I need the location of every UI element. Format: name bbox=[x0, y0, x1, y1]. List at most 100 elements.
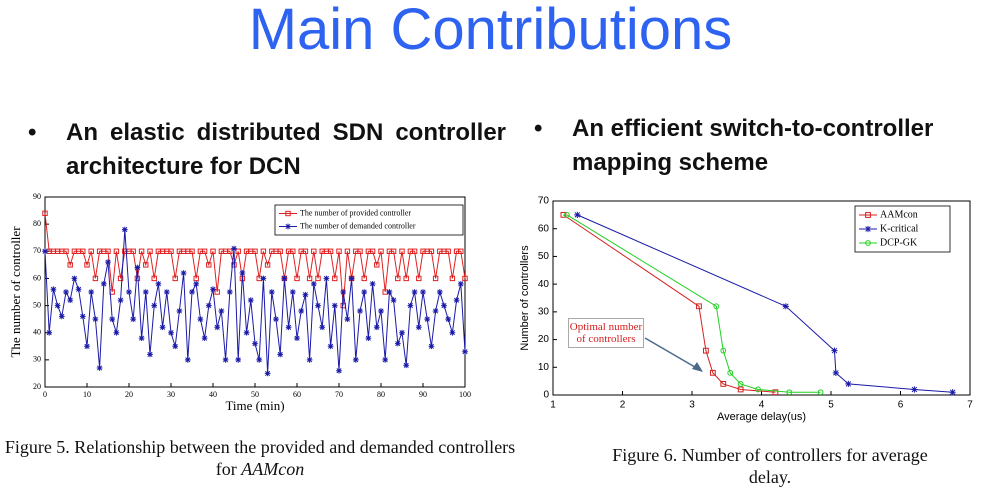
marker bbox=[865, 212, 871, 218]
marker bbox=[113, 329, 120, 336]
marker bbox=[252, 248, 258, 254]
x-tick-label: 60 bbox=[293, 390, 301, 399]
marker bbox=[365, 335, 372, 342]
legend-label: AAMcon bbox=[880, 209, 918, 220]
marker bbox=[378, 248, 384, 254]
marker bbox=[428, 343, 435, 350]
y-tick-label: 0 bbox=[543, 390, 549, 401]
marker bbox=[227, 248, 233, 254]
marker bbox=[172, 343, 179, 350]
marker bbox=[168, 248, 174, 254]
marker bbox=[458, 248, 464, 254]
marker bbox=[151, 275, 157, 282]
marker bbox=[163, 289, 170, 295]
marker bbox=[117, 275, 124, 282]
caption-italic: AAMcon bbox=[241, 459, 305, 479]
legend-label: DCP-GK bbox=[880, 237, 918, 248]
marker bbox=[214, 324, 221, 331]
marker bbox=[564, 211, 570, 218]
caption-text: Figure 5. Relationship between the provi… bbox=[4, 437, 516, 479]
marker bbox=[67, 262, 73, 268]
y-tick-label: 50 bbox=[538, 251, 550, 262]
y-tick-label: 20 bbox=[33, 382, 41, 391]
marker bbox=[737, 386, 744, 393]
marker bbox=[84, 262, 90, 268]
marker bbox=[147, 351, 153, 358]
marker bbox=[247, 297, 254, 304]
marker bbox=[403, 275, 409, 282]
marker bbox=[445, 316, 452, 323]
x-tick-label: 4 bbox=[759, 400, 765, 411]
marker bbox=[310, 280, 317, 287]
marker bbox=[105, 259, 111, 266]
marker bbox=[109, 316, 116, 323]
marker bbox=[290, 248, 296, 254]
marker bbox=[92, 316, 99, 323]
y-tick-label: 20 bbox=[538, 334, 550, 345]
marker bbox=[390, 297, 397, 304]
marker bbox=[75, 286, 82, 293]
marker bbox=[327, 343, 334, 350]
x-tick-label: 7 bbox=[967, 400, 973, 411]
marker bbox=[210, 248, 216, 254]
marker bbox=[50, 286, 57, 293]
marker bbox=[201, 248, 208, 254]
marker bbox=[424, 316, 431, 323]
x-tick-label: 10 bbox=[83, 390, 91, 399]
marker bbox=[703, 347, 709, 354]
x-tick-label: 90 bbox=[419, 390, 427, 399]
marker bbox=[54, 302, 61, 309]
y-tick-label: 60 bbox=[538, 223, 550, 234]
marker bbox=[311, 248, 317, 254]
marker bbox=[235, 248, 241, 254]
marker bbox=[222, 356, 229, 363]
y-tick-label: 80 bbox=[33, 219, 41, 228]
marker bbox=[865, 240, 871, 246]
marker bbox=[277, 248, 283, 254]
right-bullet: An efficient switch-to-controller mappin… bbox=[534, 112, 972, 180]
marker bbox=[352, 356, 359, 363]
marker bbox=[176, 308, 183, 314]
marker bbox=[63, 248, 69, 254]
marker bbox=[100, 280, 107, 287]
y-axis-label: Number of controllers bbox=[519, 245, 531, 351]
marker bbox=[817, 389, 824, 396]
marker bbox=[138, 248, 145, 254]
marker bbox=[84, 343, 90, 350]
series-line bbox=[563, 214, 776, 393]
marker bbox=[453, 297, 460, 304]
x-tick-label: 2 bbox=[620, 400, 626, 411]
x-tick-label: 40 bbox=[209, 390, 217, 399]
marker bbox=[361, 289, 368, 295]
marker bbox=[845, 380, 852, 388]
marker bbox=[126, 289, 132, 295]
marker bbox=[231, 245, 237, 252]
marker bbox=[96, 365, 103, 371]
marker bbox=[315, 302, 321, 309]
marker bbox=[772, 389, 779, 396]
x-tick-label: 30 bbox=[167, 390, 175, 399]
marker bbox=[58, 313, 65, 320]
marker bbox=[415, 324, 422, 331]
marker bbox=[151, 302, 158, 309]
marker bbox=[436, 289, 443, 295]
marker bbox=[268, 289, 275, 295]
marker bbox=[235, 356, 242, 363]
marker bbox=[205, 302, 212, 309]
marker bbox=[420, 289, 426, 295]
marker bbox=[105, 248, 111, 254]
marker bbox=[378, 308, 384, 314]
marker bbox=[46, 329, 53, 336]
x-tick-label: 100 bbox=[459, 390, 471, 399]
marker bbox=[252, 340, 258, 347]
marker bbox=[142, 289, 149, 295]
marker bbox=[462, 275, 468, 282]
annotation-arrow bbox=[644, 337, 701, 371]
marker bbox=[256, 356, 263, 363]
marker bbox=[281, 275, 288, 282]
marker bbox=[63, 289, 69, 295]
marker bbox=[138, 335, 145, 342]
marker bbox=[432, 308, 439, 314]
marker bbox=[394, 340, 401, 347]
marker bbox=[243, 329, 250, 336]
